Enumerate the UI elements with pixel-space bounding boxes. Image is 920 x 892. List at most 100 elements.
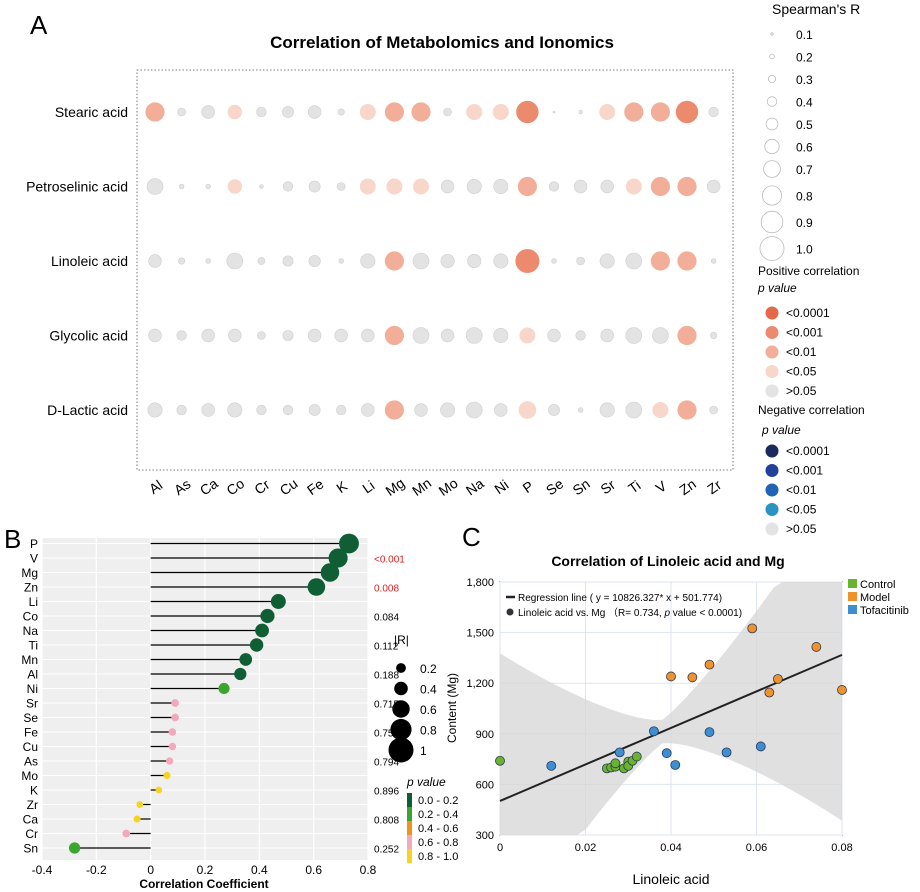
size-legend-label: 0.5 — [796, 118, 813, 132]
column-label: Al — [146, 477, 165, 497]
scatter-point-control — [610, 758, 621, 769]
bubble — [411, 102, 431, 122]
bubble — [359, 104, 376, 120]
lollipop-head — [163, 771, 171, 780]
pos-legend-label: <0.0001 — [786, 306, 830, 320]
size-legend-circle — [763, 160, 781, 178]
lollipop-head — [155, 786, 163, 794]
neg-legend-swatch — [765, 503, 779, 516]
neg-legend-label: >0.05 — [786, 522, 817, 536]
panel-c-scatter-plot: Correlation of Linoleic acid and Mg 0 0.0… — [445, 553, 909, 887]
panel-a-plot-area — [136, 69, 734, 471]
panel-b-size-legend-label: 0.4 — [420, 683, 437, 697]
scatter-point-tofacitinib — [614, 747, 625, 758]
lollipop-head — [133, 815, 141, 823]
panel-b-size-legend-label: 0.6 — [420, 703, 437, 717]
panel-b-p-value-label: 0.794 — [374, 758, 399, 769]
size-legend-label: 0.2 — [796, 51, 813, 65]
panel-c-y-tick: 600 — [476, 779, 494, 791]
panel-b-category-label: K — [30, 784, 38, 798]
bubble — [599, 104, 616, 120]
panel-a-pos-legend-title: Positive correlation — [758, 264, 859, 278]
bubble — [516, 100, 539, 124]
bubble — [518, 401, 537, 419]
bubble — [465, 401, 483, 419]
panel-b-p-value-label: 0.084 — [374, 613, 399, 624]
panel-c-legend-label: Tofacitinib — [860, 605, 909, 617]
scatter-point-tofacitinib — [755, 741, 766, 752]
panel-b-x-tick: 0.6 — [305, 863, 322, 877]
points-legend-p: p — [663, 608, 670, 619]
bubble — [386, 178, 403, 195]
bubble — [599, 402, 615, 418]
lollipop-head — [136, 801, 144, 808]
bubble — [578, 109, 583, 115]
panel-b-category-label: Ti — [28, 639, 38, 653]
panel-label-b: B — [4, 524, 21, 554]
pos-legend-swatch — [765, 326, 779, 339]
bubble — [336, 404, 347, 416]
neg-legend-label: <0.05 — [786, 503, 817, 517]
panel-b-p-legend-swatch — [407, 793, 412, 807]
bubble — [308, 254, 321, 268]
bubble — [652, 402, 669, 418]
bubble — [148, 328, 162, 343]
bubble — [677, 325, 697, 346]
column-label: Cr — [251, 476, 273, 498]
panel-b-xlabel: Correlation Coefficient — [139, 877, 268, 891]
bubble — [575, 330, 586, 341]
column-label: K — [333, 477, 350, 496]
column-label: Fe — [304, 475, 327, 498]
bubble — [573, 179, 588, 194]
panel-b-category-label: Co — [23, 610, 39, 624]
bubble — [338, 258, 344, 264]
lollipop-head — [320, 563, 340, 582]
panel-b-category-label: Cu — [23, 740, 38, 754]
neg-legend-swatch — [765, 464, 779, 477]
regression-line — [499, 653, 843, 802]
bubble — [706, 179, 721, 194]
panel-b-p-value-label: 0.751 — [374, 729, 399, 740]
lollipop-head — [249, 638, 264, 652]
bubble — [466, 104, 483, 120]
panel-b-x-tick: -0.2 — [86, 863, 107, 877]
column-label: Se — [543, 475, 566, 498]
size-legend-circle — [760, 210, 784, 234]
bubble — [650, 251, 671, 271]
neg-legend-label: <0.001 — [786, 464, 823, 478]
panel-b-p-legend-swatch — [407, 821, 412, 835]
panel-b-category-label: Sn — [23, 842, 38, 856]
size-legend-circle — [766, 96, 778, 107]
size-legend-label: 1.0 — [796, 243, 813, 257]
panel-b-category-label: Na — [23, 624, 39, 638]
bubble — [493, 253, 509, 269]
scatter-point-model — [772, 674, 783, 684]
bubble — [384, 400, 404, 420]
column-label: Mn — [409, 475, 434, 499]
lollipop-head — [122, 829, 131, 838]
panel-b-category-label: Mn — [21, 653, 38, 667]
panel-b-category-label: Ni — [27, 682, 38, 696]
panel-c-x-tick: 0.08 — [831, 842, 852, 854]
panel-label-a: A — [30, 10, 48, 40]
bubble — [677, 176, 697, 197]
lollipop-head — [328, 548, 348, 568]
bubble — [205, 258, 211, 264]
panel-b-category-label: Li — [29, 595, 38, 609]
panel-b-category-label: Al — [27, 668, 38, 682]
panel-b-p-legend-label: 0.0 - 0.2 — [418, 795, 458, 807]
panel-b-size-legend-circle — [392, 700, 410, 718]
lollipop-head — [171, 699, 179, 707]
bubble — [625, 178, 642, 195]
panel-c-inner-legend: Regression line ( y = 10826.327* x + 501… — [506, 593, 742, 619]
bubble — [600, 328, 614, 343]
panel-c-y-tick: 1,800 — [466, 577, 494, 589]
bubble — [709, 405, 718, 415]
bubble — [412, 252, 430, 270]
panel-b-size-legend-label: 1 — [420, 744, 427, 758]
size-legend-label: 0.9 — [796, 216, 813, 230]
points-legend-prefix: Linoleic acid vs. Mg （R= 0.734, — [518, 607, 664, 619]
scatter-point-model — [811, 642, 822, 652]
scatter-point-tofacitinib — [546, 760, 557, 771]
column-label: Zr — [704, 476, 724, 497]
